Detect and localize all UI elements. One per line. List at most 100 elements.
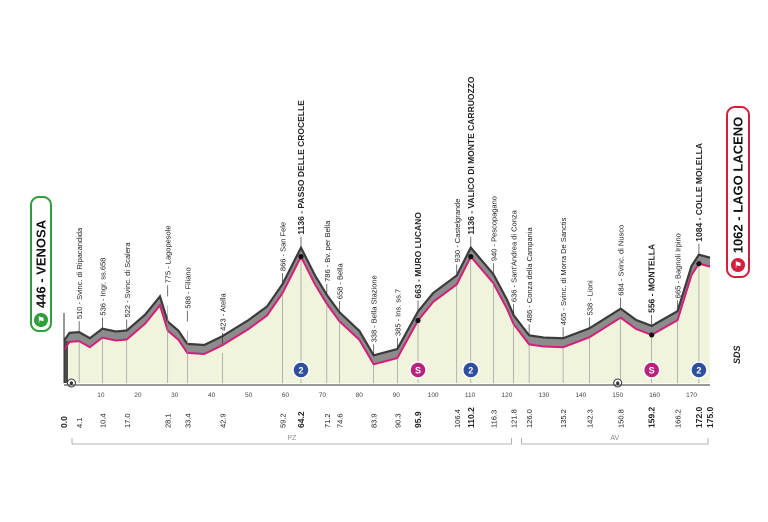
km-tick-label: 64.2 [296,411,306,428]
waypoint-label: 658 - Bella [335,263,344,300]
start-altitude: 446 [33,286,49,309]
gpm-category-label: 2 [696,366,701,376]
intermediate-marker-dot [616,381,620,385]
province-label: AV [610,435,619,442]
waypoint-label: 538 - Lioni [585,280,594,315]
scale-tick-label: 60 [282,392,290,399]
km-tick-label: 150.8 [617,409,626,428]
km-tick-label: 4.1 [75,418,84,428]
waypoint-label: 1136 - PASSO DELLE CROCELLE [296,100,306,235]
km-tick-label: 142.3 [585,409,594,428]
scale-tick-label: 50 [245,392,253,399]
km-tick-label: 0.0 [59,416,69,428]
km-tick-label: 74.6 [335,413,344,428]
scale-tick-label: 140 [575,392,586,399]
waypoint-label: 588 - Filiano [183,267,192,308]
scale-tick-label: 170 [686,392,697,399]
gpm-icon [462,361,480,379]
gpm-icon [292,361,310,379]
km-tick-label: 33.4 [183,413,192,428]
km-tick-label: 110.2 [466,407,476,428]
waypoint-label: 465 - Svinc. di Morra De Sanctis [559,217,568,325]
km-tick-label: 172.0 [694,406,704,428]
intermediate-marker-dot [69,381,73,385]
province-label: PZ [287,435,297,442]
waypoint-label: 536 - Ingr. ss.658 [98,258,107,316]
km-tick-label: 17.0 [123,413,132,428]
waypoint-label: 556 - MONTELLA [647,244,657,313]
scale-tick-label: 120 [502,392,513,399]
km-tick-label: 83.9 [370,413,379,428]
finish-flag-icon: ⚑ [731,258,745,272]
waypoint-label: 940 - Pescopagano [489,196,498,261]
start-block [64,340,68,383]
start-flag-icon: ⚑ [34,313,48,327]
km-tick-label: 116.3 [489,410,498,428]
waypoint-label: 663 - MURO LUCANO [413,212,423,299]
waypoint-dot [298,254,304,260]
km-tick-label: 159.2 [647,406,657,428]
km-tick-label: 10.4 [98,413,107,428]
sprint-label: S [415,366,421,376]
waypoint-label: 866 - San Fele [279,222,288,271]
scale-tick-label: 80 [356,392,364,399]
km-tick-label: 59.2 [279,413,288,428]
waypoint-label: 775 - Lagopesole [164,225,173,283]
waypoint-label: 1084 - COLLE MOLELLA [694,143,704,242]
waypoint-dot [415,317,421,324]
waypoint-label: 423 - Atella [218,293,227,331]
km-tick-label: 121.8 [510,409,519,428]
waypoint-label: 1136 - VALICO DI MONTE CARRUOZZO [466,76,476,234]
province-brackets: PZ AV [71,435,709,445]
scale-tick-label: 130 [538,392,549,399]
start-badge: 446 - VENOSA ⚑ [30,196,52,332]
km-axis: 10 20 30 40 50 60 70 80 90 100 110 120 130 140 150 160 1… [59,384,715,428]
km-tick-label: 42.9 [218,413,227,428]
scale-tick-label: 40 [208,392,216,399]
scale-tick-label: 90 [393,392,401,399]
gpm-category-label: 2 [298,366,303,376]
sprint-label: S [649,366,655,376]
waypoint-label: 636 - Sant'Andrea di Conza [510,209,519,302]
finish-label: 1062 - LAGO LACENO [730,116,746,254]
start-label: 446 - VENOSA [33,219,49,309]
scale-tick-label: 10 [97,392,105,399]
sprint-icon [409,361,427,379]
start-name: VENOSA [33,219,49,275]
km-tick-label: 106.4 [453,409,462,428]
sprint-icon [642,361,661,379]
km-tick-label: 28.1 [164,413,173,428]
km-tick-label: 175.0 [705,406,715,428]
scale-tick-label: 70 [319,392,327,399]
waypoint-dot [468,254,474,260]
valley-fill [64,256,710,383]
waypoint-dot [696,261,702,267]
scale-tick-label: 160 [649,392,660,399]
waypoint-label: 684 - Svinc. di Nusco [617,225,626,296]
waypoint-label: 486 - Conza della Campania [525,227,534,323]
waypoint-label: 510 - Svinc. di Ripacandida [75,227,84,319]
finish-name: LAGO LACENO [730,116,746,214]
scale-tick-label: 30 [171,392,179,399]
waypoint-label: 385 - Ins. ss.7 [393,289,402,336]
km-tick-label: 135.2 [559,409,568,428]
km-tick-label: 95.9 [413,411,423,428]
finish-altitude: 1062 [730,224,746,254]
km-tick-label: 71.2 [323,413,332,428]
scale-tick-label: 110 [465,392,476,399]
valley-area [64,256,710,383]
km-tick-label: 90.3 [393,413,402,428]
brand-label: SDS [732,345,742,364]
gpm-icon [690,361,708,379]
waypoint-label: 786 - Bv. per Bella [323,220,332,282]
scale-tick-label: 20 [134,392,142,399]
waypoint-label: 522 - Svinc. di Scalera [123,242,132,318]
waypoint-dot [649,332,655,338]
scale-tick-label: 100 [428,392,439,399]
waypoint-label: 665 - Bagnoli Irpino [674,233,683,298]
km-tick-label: 126.0 [525,409,534,428]
waypoint-label: 930 - Castelgrande [453,199,462,263]
scale-tick-label: 150 [612,392,623,399]
gpm-category-label: 2 [468,366,473,376]
